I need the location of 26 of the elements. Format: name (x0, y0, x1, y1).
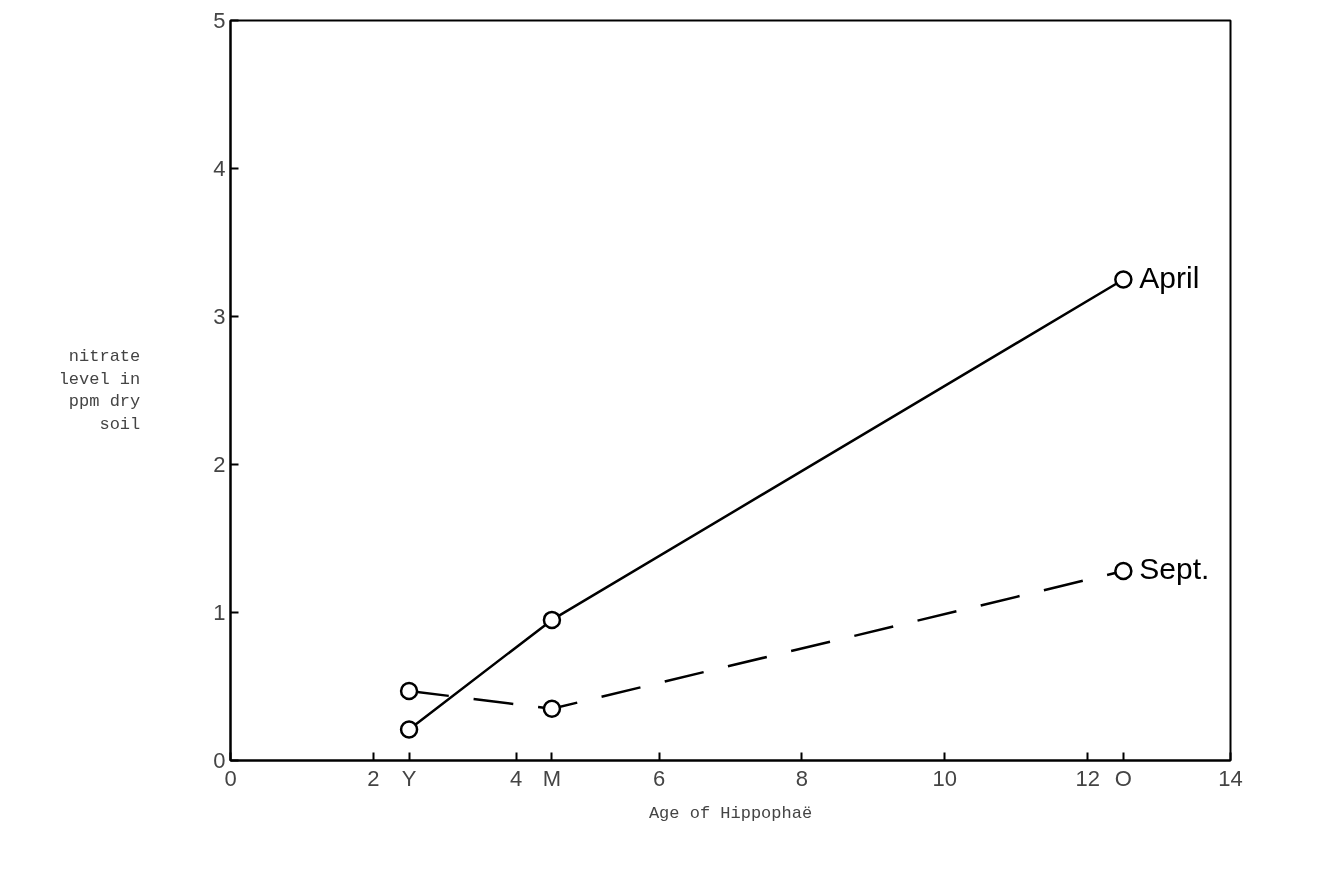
point (1114, 561, 1133, 581)
point (542, 610, 562, 630)
y-axis-title: nitrate level in ppm dry soil (58, 346, 141, 435)
x-tick-label: 14 (1218, 765, 1243, 791)
x-tick-label: 2 (367, 765, 380, 791)
x-tick-label: 4 (510, 765, 523, 791)
x-tick-label: Y (401, 765, 417, 791)
series-label: April (1139, 260, 1200, 294)
y-tick-label: 1 (213, 600, 226, 625)
x-tick-label: 12 (1075, 765, 1100, 791)
series-label: Sept. (1139, 552, 1210, 586)
point (1114, 270, 1133, 289)
x-tick-label: 8 (795, 765, 809, 791)
y-tick-label: 2 (213, 452, 226, 477)
x-tick-label: 10 (932, 765, 958, 791)
x-tick-label: 6 (652, 765, 666, 791)
y-tick-label: 0 (213, 748, 226, 773)
x-axis-title: Age of Hippophaë (648, 803, 813, 823)
y-tick-label: 3 (213, 304, 226, 329)
y-tick-label: 5 (213, 8, 226, 33)
x-tick-label: M (542, 765, 562, 791)
point (542, 699, 562, 718)
y-tick-label: 4 (213, 156, 226, 181)
x-tick-label: O (1114, 765, 1132, 791)
point (399, 681, 419, 701)
point (399, 720, 419, 739)
